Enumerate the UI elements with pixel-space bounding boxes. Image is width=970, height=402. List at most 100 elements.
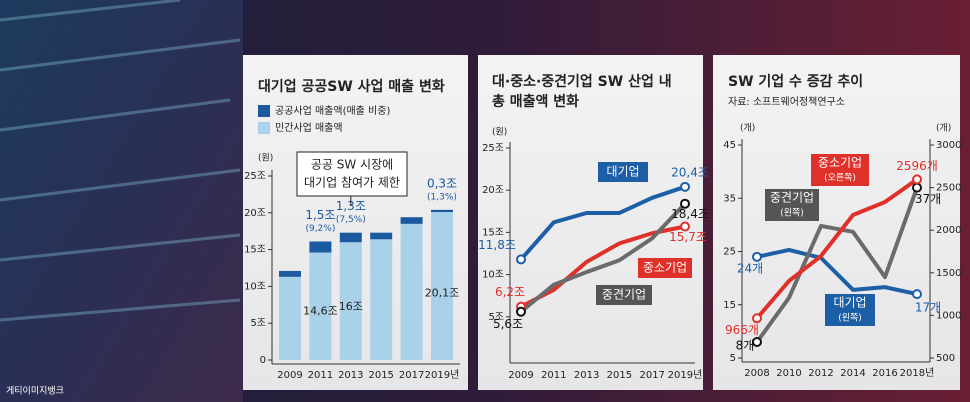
chart-title: 대기업 공공SW 사업 매출 변화: [258, 78, 445, 95]
data-label: 20,1조: [425, 286, 460, 299]
data-label: 17개: [915, 301, 941, 315]
annotation-box: [296, 151, 408, 197]
y-tick-label: 15조: [244, 245, 266, 256]
bar-segment: [309, 241, 332, 253]
y-tick-label: 25조: [244, 171, 266, 182]
point: [912, 289, 922, 300]
bar-segment: [279, 270, 301, 277]
series-name: 중견기업: [770, 191, 814, 205]
y-tick-label: 15조: [482, 227, 504, 238]
y-tick-label: 5조: [250, 318, 266, 329]
y-tick-label: 45: [723, 140, 736, 151]
photo-texture: [0, 0, 241, 322]
point: [680, 198, 690, 209]
line: [519, 184, 686, 261]
bar-segment: [309, 252, 332, 360]
line: [756, 247, 918, 297]
series-box: [596, 285, 652, 305]
series-name: 대기업: [833, 296, 866, 310]
x-tick-label: 2018년: [900, 367, 935, 379]
y-tick-label: 5조: [488, 312, 504, 323]
y-tick-label: 35: [723, 193, 736, 204]
data-label: 5,6조: [493, 317, 523, 331]
legend-label: 민간사업 매출액: [275, 121, 343, 134]
series-box: [598, 162, 648, 182]
bar-segment: [431, 212, 453, 360]
data-label: 1,5조: [305, 208, 335, 222]
photo: [0, 0, 243, 402]
chart-title: 대·중소·중견기업 SW 산업 내: [492, 73, 672, 90]
y2-tick-label: 1000: [936, 310, 961, 321]
x-tick-label: 2015: [368, 370, 393, 381]
x-tick-label: 2012: [808, 368, 833, 379]
x-tick-label: 2017: [399, 370, 424, 381]
x-tick-label: 2016: [872, 368, 897, 379]
data-label: 966개: [725, 323, 759, 337]
point: [912, 174, 922, 185]
subtitle: 자료: 소프트웨어정책연구소: [728, 96, 845, 108]
bar-segment: [370, 239, 393, 360]
y-unit: (원): [492, 127, 507, 138]
bar-segment: [339, 232, 362, 243]
series-note: (오른쪽): [824, 173, 856, 184]
data-label: 37개: [915, 192, 941, 206]
y-tick-label: 15: [723, 300, 736, 311]
y-tick-label: 5: [730, 353, 736, 364]
legend-swatch: [258, 122, 270, 134]
x-tick-label: 2013: [338, 370, 363, 381]
point: [752, 337, 762, 348]
series-note: (왼쪽): [838, 313, 862, 324]
point: [680, 181, 690, 192]
y-tick-label: 25조: [482, 143, 504, 154]
series-name: 대기업: [606, 165, 639, 179]
x-tick-label: 2015: [607, 370, 632, 381]
data-label: 24개: [737, 261, 763, 275]
y2-tick-label: 3000: [936, 140, 961, 151]
point: [912, 182, 922, 193]
y-unit: (원): [258, 153, 273, 164]
data-label: 16조: [339, 300, 363, 313]
series-note: (왼쪽): [780, 208, 804, 219]
y-tick-label: 20조: [482, 185, 504, 196]
data-label: 0,3조: [427, 176, 457, 190]
point: [680, 221, 690, 232]
y2-tick-label: 1500: [936, 268, 961, 279]
bar-segment: [431, 209, 453, 213]
point: [516, 306, 526, 317]
share-label: (9,2%): [305, 224, 335, 234]
chart-title: SW 기업 수 증감 추이: [728, 73, 863, 90]
data-label: 8개: [736, 339, 755, 353]
data-label: 1,3조: [336, 199, 366, 213]
data-label: 11,8조: [478, 238, 516, 252]
x-tick-label: 2011: [541, 370, 566, 381]
share-label: (1,3%): [427, 192, 457, 202]
bar-segment: [400, 223, 423, 360]
series-name: 중견기업: [602, 288, 646, 302]
point: [752, 251, 762, 262]
point: [516, 254, 526, 265]
photo-credit: 게티이미지뱅크: [6, 386, 64, 397]
series-name: 중소기업: [818, 156, 862, 170]
y2-tick-label: 500: [936, 353, 955, 364]
data-label: 14,6조: [303, 305, 338, 318]
x-tick-label: 2008: [744, 368, 769, 379]
x-tick-label: 2011: [308, 370, 333, 381]
data-label: 15,7조: [669, 230, 707, 244]
x-tick-label: 2019년: [425, 369, 460, 381]
data-label: 6,2조: [495, 285, 525, 299]
series-box: [638, 258, 692, 278]
legend-label: 공공사업 매출액(매출 비중): [275, 104, 390, 117]
panel: [713, 55, 960, 390]
bar-segment: [339, 242, 362, 360]
point: [752, 313, 762, 324]
x-tick-label: 2009: [508, 370, 533, 381]
series-box: [811, 154, 869, 186]
data-label: 18,4조: [671, 207, 709, 221]
data-label: 20,4조: [671, 165, 709, 179]
series-box: [765, 189, 819, 221]
annotation: 대기업 참여가 제한: [304, 176, 400, 190]
x-tick-label: 2013: [574, 370, 599, 381]
series-name: 중소기업: [643, 261, 687, 275]
line: [755, 177, 919, 320]
